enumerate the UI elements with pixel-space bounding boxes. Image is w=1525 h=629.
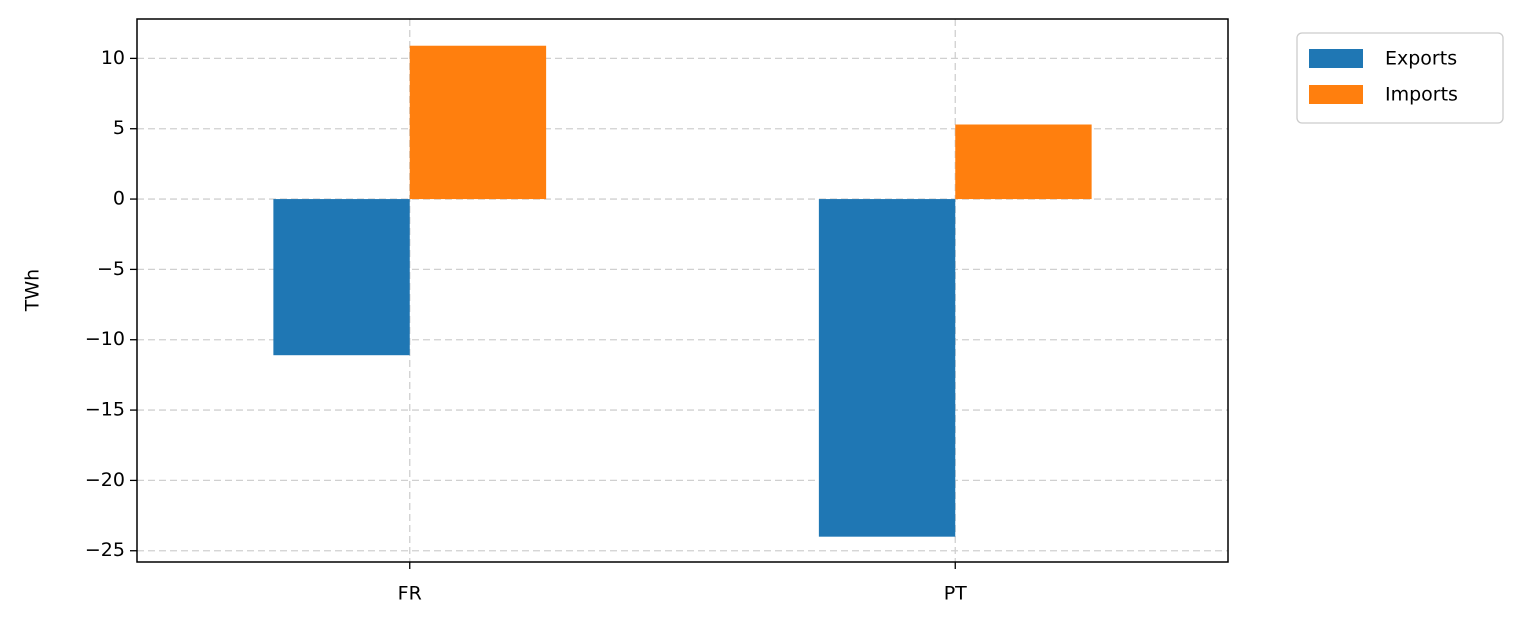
y-tick-label: −25 xyxy=(85,539,125,561)
legend-box xyxy=(1296,32,1504,124)
bar xyxy=(818,199,956,537)
bar xyxy=(273,199,410,356)
y-tick-label: 0 xyxy=(113,188,125,210)
x-tick-label: PT xyxy=(944,583,967,605)
legend-swatch xyxy=(1309,49,1363,68)
bar xyxy=(955,124,1092,200)
bar xyxy=(409,45,547,200)
y-tick-label: 5 xyxy=(113,117,125,139)
y-tick-label: 10 xyxy=(101,47,125,69)
y-tick-label: −5 xyxy=(97,258,125,280)
y-tick-label: −15 xyxy=(85,399,125,421)
legend-label: Imports xyxy=(1385,84,1458,106)
y-tick-label: −10 xyxy=(85,328,125,350)
legend-label: Exports xyxy=(1385,48,1457,70)
x-tick-label: FR xyxy=(398,583,422,605)
plot-frame xyxy=(136,18,1229,563)
y-axis-label: TWh xyxy=(22,269,44,312)
legend-swatch xyxy=(1309,85,1363,104)
y-tick-label: −20 xyxy=(85,469,125,491)
